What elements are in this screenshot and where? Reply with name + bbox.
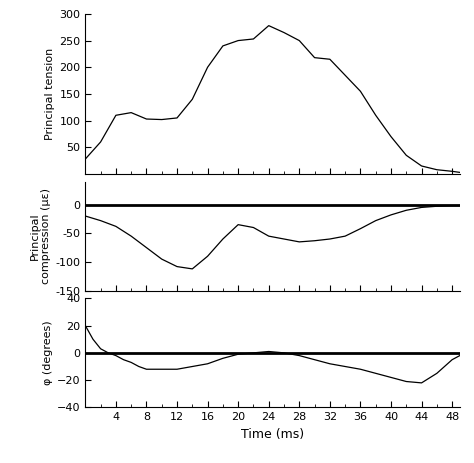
Y-axis label: Principal tension: Principal tension [45,48,55,140]
X-axis label: Time (ms): Time (ms) [241,428,304,441]
Y-axis label: Principal
compression (με): Principal compression (με) [30,188,51,284]
Y-axis label: φ (degrees): φ (degrees) [43,320,53,385]
